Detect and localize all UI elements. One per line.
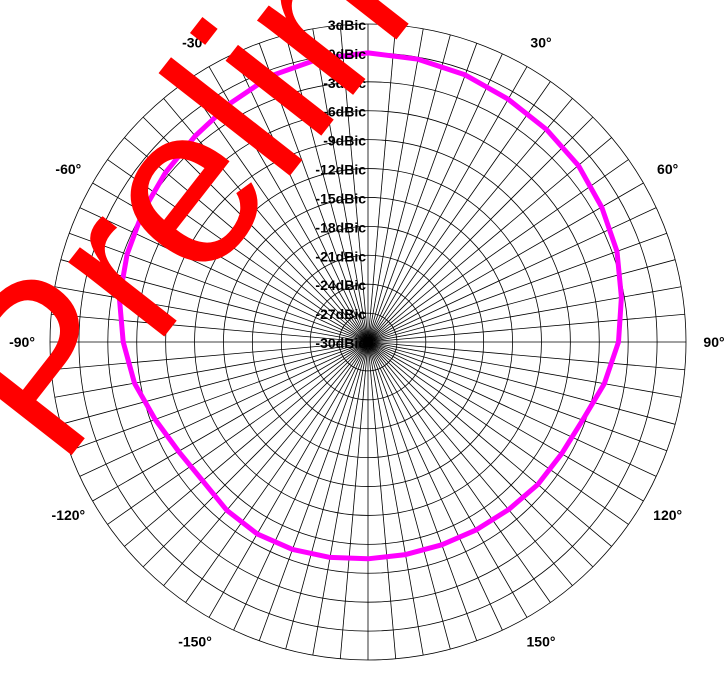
grid-spoke-145 [367, 341, 551, 603]
pattern-series-layer [116, 50, 624, 562]
radial-label-0: 3dBic [328, 17, 366, 33]
grid-spoke-340 [258, 43, 369, 343]
grid-spoke-225 [142, 341, 369, 568]
grid-spoke-335 [233, 53, 369, 343]
grid-spoke-20 [367, 43, 478, 343]
grid-spoke-160 [367, 341, 478, 641]
radial-label-6: -15dBic [315, 190, 366, 206]
grid-spoke-230 [124, 341, 369, 547]
grid-spoke-355 [339, 25, 369, 343]
grid-spoke-175 [367, 341, 397, 659]
angle-label-2: 60° [657, 161, 678, 177]
grid-spoke-235 [107, 341, 369, 525]
grid-spoke-275 [51, 313, 369, 343]
radial-label-3: -6dBic [323, 104, 366, 120]
grid-spoke-265 [51, 341, 369, 371]
grid-spoke-205 [233, 341, 369, 631]
grid-spoke-10 [367, 28, 424, 343]
grid-spoke-185 [339, 341, 369, 659]
radial-label-8: -21dBic [315, 248, 366, 264]
grid-spoke-100 [367, 341, 682, 398]
grid-spoke-110 [367, 341, 667, 452]
grid-spoke-15 [367, 34, 451, 343]
radial-label-4: -9dBic [323, 133, 366, 149]
radial-label-9: -24dBic [315, 277, 366, 293]
grid-spoke-290 [69, 232, 369, 343]
grid-spoke-35 [367, 81, 551, 343]
radial-label-7: -18dBic [315, 219, 366, 235]
grid-spoke-115 [367, 341, 657, 477]
angle-label-11: -30° [182, 34, 208, 50]
angle-label-1: 30° [530, 34, 551, 50]
grid-spoke-220 [163, 341, 369, 586]
grid-spoke-200 [258, 341, 369, 641]
angle-label-9: -90° [9, 334, 35, 350]
grid-spoke-280 [54, 286, 369, 343]
grid-spoke-55 [367, 159, 629, 343]
radial-tick-labels: 3dBic 0dBic -3dBic -6dBic -9dBic -12dBic -15dB… [315, 17, 366, 351]
angle-label-7: -150° [178, 634, 212, 650]
grid-spoke-250 [69, 341, 369, 452]
grid-spoke-155 [367, 341, 503, 631]
grid-spoke-75 [367, 259, 676, 343]
grid-spoke-120 [367, 341, 644, 502]
radial-label-11: -30dBic [315, 335, 366, 351]
radial-label-2: -3dBic [323, 75, 366, 91]
angle-label-5: 150° [527, 634, 556, 650]
grid-spoke-330 [208, 66, 369, 343]
grid-spoke-85 [367, 313, 685, 343]
grid-spoke-325 [185, 81, 369, 343]
angle-label-8: -120° [52, 507, 86, 523]
grid-spoke-195 [285, 341, 369, 650]
grid-spoke-65 [367, 207, 657, 343]
radial-label-1: 0dBic [328, 46, 366, 62]
grid-spoke-60 [367, 182, 644, 343]
grid-spoke-125 [367, 341, 629, 525]
grid-spoke-140 [367, 341, 573, 586]
angle-tick-labels: 0°30°60°90°120°150°180°-150°-120°-90°-60… [9, 0, 724, 681]
polar-grid [49, 23, 687, 661]
grid-spoke-210 [208, 341, 369, 618]
angle-label-4: 120° [653, 507, 682, 523]
angle-label-10: -60° [55, 161, 81, 177]
grid-spoke-295 [79, 207, 369, 343]
grid-spoke-105 [367, 341, 676, 425]
grid-spoke-245 [79, 341, 369, 477]
grid-spoke-50 [367, 137, 612, 343]
angle-label-3: 90° [703, 334, 724, 350]
grid-spoke-45 [367, 116, 594, 343]
radial-label-10: -27dBic [315, 306, 366, 322]
grid-spoke-320 [163, 98, 369, 343]
grid-spoke-305 [107, 159, 369, 343]
angle-label-0: 0° [361, 0, 374, 4]
grid-spoke-130 [367, 341, 612, 547]
radial-label-5: -12dBic [315, 162, 366, 178]
grid-spoke-30 [367, 66, 528, 343]
grid-spoke-300 [92, 182, 369, 343]
grid-spoke-345 [285, 34, 369, 343]
grid-spoke-240 [92, 341, 369, 502]
grid-spoke-170 [367, 341, 424, 656]
grid-spoke-95 [367, 341, 685, 371]
grid-spoke-25 [367, 53, 503, 343]
grid-spoke-350 [312, 28, 369, 343]
grid-spoke-190 [312, 341, 369, 656]
grid-spoke-260 [54, 341, 369, 398]
grid-spoke-150 [367, 341, 528, 618]
grid-spoke-40 [367, 98, 573, 343]
grid-spoke-255 [60, 341, 369, 425]
grid-spoke-5 [367, 25, 397, 343]
grid-spoke-285 [60, 259, 369, 343]
grid-spoke-165 [367, 341, 451, 650]
grid-spoke-80 [367, 286, 682, 343]
grid-spoke-135 [367, 341, 594, 568]
grid-spoke-215 [185, 341, 369, 603]
